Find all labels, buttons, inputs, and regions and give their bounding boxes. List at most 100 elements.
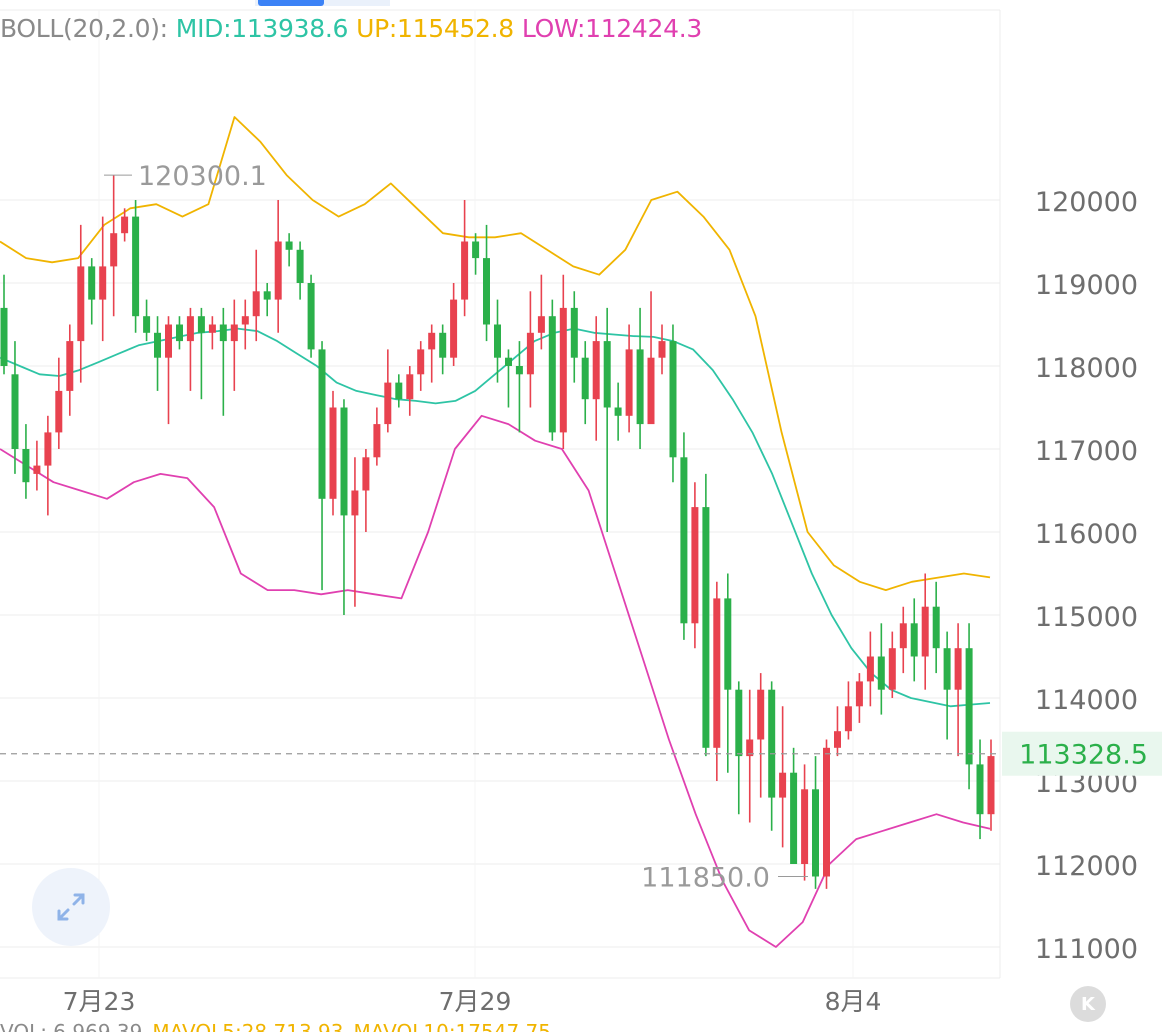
candle[interactable] [581,341,589,425]
candle[interactable] [351,457,359,607]
candle[interactable] [230,299,238,391]
candle[interactable] [428,324,436,383]
candle[interactable] [186,307,194,391]
candle[interactable] [66,324,74,416]
candle[interactable] [274,200,282,333]
candle[interactable] [55,357,63,449]
candle[interactable] [658,324,666,375]
candle[interactable] [0,274,8,375]
fullscreen-button[interactable] [32,868,110,946]
candle[interactable] [548,299,556,441]
candle[interactable] [757,673,765,798]
candle[interactable] [417,341,425,391]
candle[interactable] [834,706,841,757]
candle-body [526,332,534,375]
candle[interactable] [844,681,852,740]
candle[interactable] [241,299,249,350]
candle[interactable] [494,299,501,383]
candle[interactable] [559,274,567,449]
candle[interactable] [866,631,874,707]
candle[interactable] [943,631,951,740]
candle[interactable] [165,316,172,425]
candle[interactable] [526,291,534,408]
candle[interactable] [197,307,205,400]
candle[interactable] [779,706,787,848]
candle[interactable] [680,432,688,640]
candle[interactable] [406,366,414,416]
candle[interactable] [44,415,52,516]
candle[interactable] [11,341,19,474]
candle[interactable] [143,299,151,342]
candle[interactable] [132,200,140,333]
candle[interactable] [954,623,962,757]
candle-body [340,407,348,516]
candle[interactable] [154,316,161,391]
candle[interactable] [713,581,721,781]
candle[interactable] [285,233,293,267]
candle[interactable] [340,399,348,615]
candle[interactable] [691,482,699,649]
candle[interactable] [790,747,798,864]
candle[interactable] [395,374,403,408]
candle[interactable] [208,316,216,350]
candle[interactable] [592,316,600,441]
candle[interactable] [450,283,458,366]
candle[interactable] [910,598,918,682]
candle[interactable] [362,449,370,532]
candle[interactable] [625,324,633,433]
candle[interactable] [976,739,984,840]
candle[interactable] [812,756,819,889]
candle[interactable] [570,291,578,383]
candle[interactable] [22,424,30,499]
candle[interactable] [318,341,326,591]
candle[interactable] [724,573,732,773]
candle[interactable] [307,274,315,358]
candle[interactable] [823,739,830,889]
candle[interactable] [647,291,655,425]
candle[interactable] [899,606,907,674]
candle[interactable] [33,440,41,491]
candle[interactable] [384,349,392,433]
candle[interactable] [669,324,677,483]
candles [0,175,995,889]
candle[interactable] [965,623,973,790]
candle[interactable] [77,224,85,383]
candle[interactable] [439,324,447,375]
candle-body [241,316,249,325]
candle[interactable] [614,382,622,441]
candle[interactable] [505,349,512,408]
candle[interactable] [252,249,260,342]
candle[interactable] [801,764,809,881]
candle[interactable] [855,673,863,723]
candle[interactable] [877,623,885,715]
candle[interactable] [483,224,490,342]
candle[interactable] [296,241,304,300]
candle[interactable] [99,216,107,342]
candle[interactable] [110,175,118,317]
candle[interactable] [88,258,96,325]
candle[interactable] [263,283,271,317]
candle[interactable] [735,681,743,815]
candle[interactable] [176,316,183,350]
candle[interactable] [373,407,381,466]
candle[interactable] [329,390,337,516]
candle[interactable] [921,573,929,690]
candle[interactable] [219,307,227,416]
candle[interactable] [461,200,469,317]
candle[interactable] [121,208,129,242]
candle[interactable] [746,689,754,823]
k-line-button[interactable]: K [1070,986,1106,1022]
candle[interactable] [987,739,995,831]
candle[interactable] [515,341,523,433]
candle[interactable] [603,307,611,532]
candle[interactable] [702,473,710,757]
candle[interactable] [636,307,644,449]
candle[interactable] [537,274,545,350]
candle[interactable] [888,631,896,698]
candle[interactable] [932,581,940,674]
candle[interactable] [472,233,480,275]
candle-body [494,324,501,358]
candle[interactable] [768,681,776,831]
